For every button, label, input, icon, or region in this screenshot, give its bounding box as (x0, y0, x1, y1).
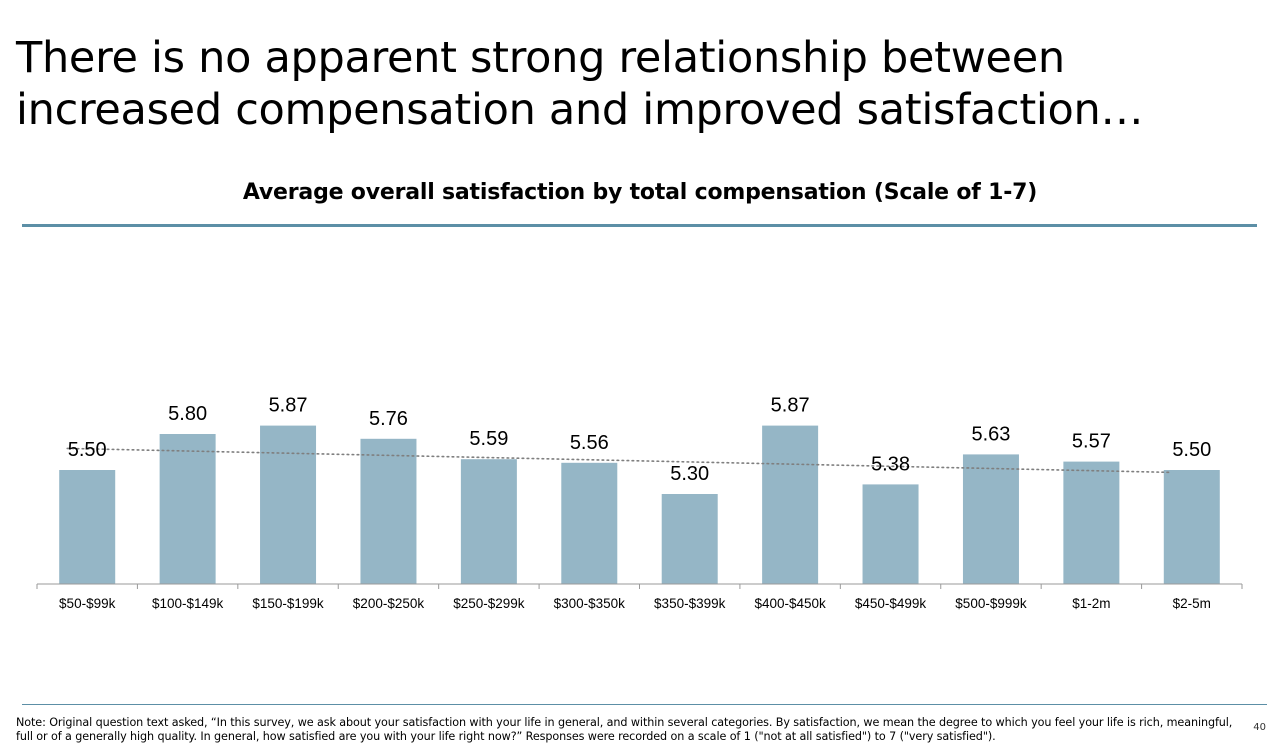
bar (460, 459, 517, 584)
bar (159, 434, 216, 584)
data-label: 5.76 (369, 408, 408, 430)
data-label: 5.56 (570, 432, 609, 454)
data-label: 5.30 (670, 463, 709, 485)
data-label: 5.80 (168, 403, 207, 425)
x-tick-label: $2-5m (1173, 596, 1211, 611)
data-label: 5.50 (1172, 439, 1211, 461)
data-label: 5.57 (1072, 431, 1111, 453)
x-tick-label: $50-$99k (59, 596, 116, 611)
bar (661, 494, 718, 584)
x-tick-label: $250-$299k (453, 596, 525, 611)
bar (360, 438, 417, 584)
x-tick-label: $450-$499k (855, 596, 927, 611)
chart-title: Average overall satisfaction by total co… (242, 180, 1038, 205)
x-tick-label: $150-$199k (252, 596, 324, 611)
bar (1063, 461, 1120, 584)
x-tick-label: $100-$149k (152, 596, 224, 611)
bar (1163, 470, 1220, 584)
bar-chart: 5.50 5.80 5.87 5.76 5.59 5.56 5.30 5.87 5.38 5.63… (36, 395, 1243, 611)
x-tick-label: $1-2m (1072, 596, 1110, 611)
data-label: 5.63 (971, 423, 1010, 445)
trendline (66, 447, 1173, 474)
slide-title: There is no apparent strong relationship… (16, 33, 1144, 135)
footnote: Note: Original question text asked, “In … (16, 716, 1233, 743)
data-label: 5.38 (871, 453, 910, 475)
bar (762, 425, 819, 584)
bar (561, 462, 618, 584)
bar (59, 470, 116, 584)
x-tick-label: $500-$999k (955, 596, 1027, 611)
title-divider (22, 224, 1257, 227)
x-tick-label: $200-$250k (353, 596, 425, 611)
data-label: 5.87 (269, 395, 308, 417)
data-label: 5.50 (68, 439, 107, 461)
footer-divider (22, 704, 1267, 705)
x-tick-label: $300-$350k (554, 596, 626, 611)
bar (862, 484, 919, 584)
x-tick-label: $400-$450k (754, 596, 826, 611)
x-tick-label: $350-$399k (654, 596, 726, 611)
data-label: 5.59 (469, 428, 508, 450)
bar (962, 454, 1019, 584)
data-label: 5.87 (771, 395, 810, 417)
page-number: 40 (1253, 722, 1266, 733)
bar (260, 425, 317, 584)
